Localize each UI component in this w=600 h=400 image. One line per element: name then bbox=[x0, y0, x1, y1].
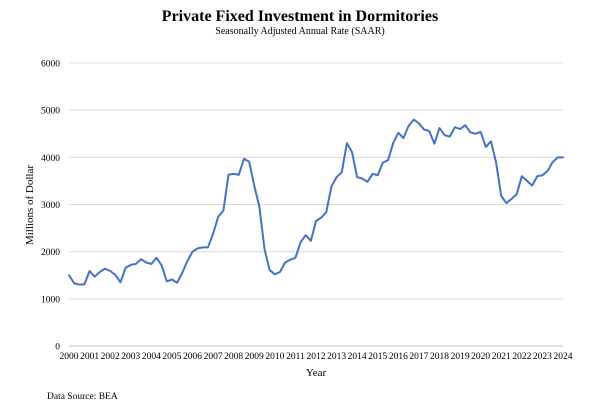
x-tick-label: 2005 bbox=[162, 352, 181, 362]
x-tick-label: 2018 bbox=[430, 352, 449, 362]
x-tick-label: 2010 bbox=[265, 352, 284, 362]
gridlines bbox=[69, 62, 563, 347]
y-tick-label: 3000 bbox=[41, 201, 60, 211]
x-tick-label: 2022 bbox=[512, 352, 531, 362]
x-axis-label: Year bbox=[306, 367, 327, 379]
x-tick-label: 2002 bbox=[101, 352, 120, 362]
x-tick-label: 2001 bbox=[80, 352, 99, 362]
x-tick-label: 2016 bbox=[389, 352, 408, 362]
chart-subtitle: Seasonally Adjusted Annual Rate (SAAR) bbox=[215, 26, 384, 37]
x-tick-label: 2017 bbox=[409, 352, 428, 362]
x-tick-label: 2024 bbox=[554, 352, 573, 362]
x-tick-label: 2014 bbox=[348, 352, 367, 362]
x-tick-label: 2023 bbox=[533, 352, 552, 362]
x-tick-label: 2013 bbox=[327, 352, 346, 362]
y-tick-label: 0 bbox=[55, 343, 60, 353]
x-tick-label: 2009 bbox=[245, 352, 264, 362]
x-tick-labels: 2000 2001 2002 2003 2004 2005 2006 2007 2008 2009… bbox=[60, 352, 573, 362]
x-tick-label: 2004 bbox=[142, 352, 161, 362]
y-tick-label: 6000 bbox=[41, 60, 60, 70]
y-tick-label: 2000 bbox=[41, 248, 60, 258]
x-tick-label: 2011 bbox=[286, 352, 305, 362]
y-tick-label: 1000 bbox=[41, 295, 60, 305]
x-tick-label: 2015 bbox=[368, 352, 387, 362]
x-tick-label: 2003 bbox=[121, 352, 140, 362]
x-tick-label: 2019 bbox=[451, 352, 470, 362]
chart-title: Private Fixed Investment in Dormitories bbox=[162, 8, 438, 25]
series-line bbox=[68, 118, 564, 286]
y-tick-label: 4000 bbox=[41, 154, 60, 164]
x-tick-label: 2006 bbox=[183, 352, 202, 362]
x-tick-label: 2008 bbox=[224, 352, 243, 362]
x-tick-label: 2021 bbox=[492, 352, 511, 362]
x-tick-label: 2007 bbox=[204, 352, 223, 362]
x-tick-label: 2020 bbox=[471, 352, 490, 362]
data-source-note: Data Source: BEA bbox=[47, 392, 118, 400]
y-axis-label: Millions of Dollar bbox=[24, 165, 36, 245]
y-tick-labels: 0 1000 2000 3000 4000 5000 6000 bbox=[41, 60, 60, 353]
y-tick-label: 5000 bbox=[41, 107, 60, 117]
x-tick-label: 2000 bbox=[60, 352, 79, 362]
x-tick-label: 2012 bbox=[307, 352, 326, 362]
series-layer bbox=[68, 118, 564, 286]
